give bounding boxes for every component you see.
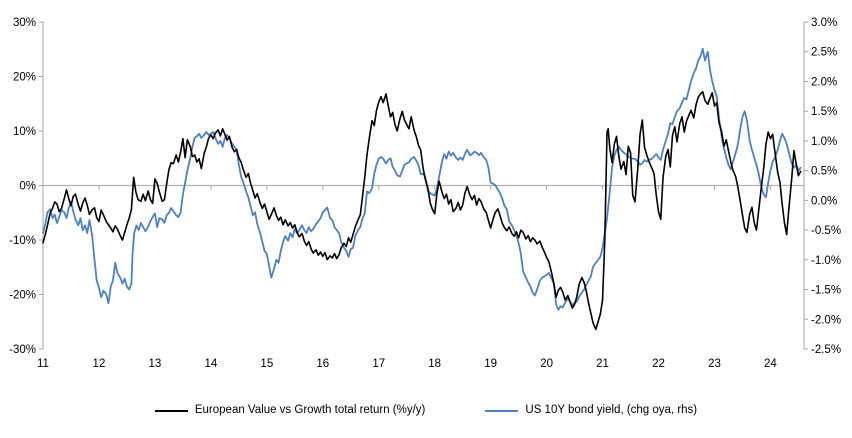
x-axis-tick-label: 12 bbox=[93, 358, 106, 370]
x-axis-tick-label: 18 bbox=[428, 358, 441, 370]
right-axis-tick-label: -1.0% bbox=[811, 255, 841, 267]
x-axis-tick-label: 11 bbox=[37, 358, 49, 370]
x-axis-tick-label: 22 bbox=[652, 358, 665, 370]
right-axis-tick-label: -2.5% bbox=[811, 344, 841, 356]
x-axis-tick-label: 15 bbox=[260, 358, 273, 370]
left-axis-tick-label: -10% bbox=[9, 235, 36, 247]
us10y-bond-yield-line bbox=[42, 47, 802, 311]
x-axis-tick-label: 21 bbox=[596, 358, 609, 370]
right-axis-tick-label: 1.5% bbox=[811, 106, 837, 118]
plot-area: 30% 20% 10% 0% -10% -20% -30% 3.0% 2.5% 2.0% 1.5% 1… bbox=[9, 17, 841, 370]
x-axis-tick-label: 24 bbox=[764, 358, 777, 370]
right-axis-tick-label: 0.5% bbox=[811, 166, 837, 178]
legend-item-us10y: US 10Y bond yield, (chg oya, rhs) bbox=[485, 405, 697, 417]
x-axis-tick-label: 19 bbox=[484, 358, 497, 370]
x-axis-tick-label: 17 bbox=[372, 358, 385, 370]
right-axis-tick-label: 2.5% bbox=[811, 47, 837, 59]
value-vs-growth-line bbox=[42, 90, 802, 331]
left-axis-tick-label: 0% bbox=[19, 181, 36, 193]
right-axis-tick-label: -2.0% bbox=[811, 314, 841, 326]
legend-label: US 10Y bond yield, (chg oya, rhs) bbox=[525, 404, 698, 417]
right-axis-tick-label: 2.0% bbox=[811, 76, 837, 88]
right-axis-tick-label: -0.5% bbox=[811, 225, 841, 237]
legend-label: European Value vs Growth total return (%… bbox=[194, 404, 426, 417]
blue-line-swatch bbox=[485, 410, 519, 412]
x-axis-tick-label: 13 bbox=[149, 358, 162, 370]
left-axis-tick-label: 30% bbox=[13, 17, 36, 29]
legend-item-value-vs-growth: European Value vs Growth total return (%… bbox=[154, 404, 426, 417]
left-axis-tick-label: -30% bbox=[9, 344, 36, 356]
chart-legend: European Value vs Growth total return (%… bbox=[0, 399, 852, 423]
right-axis-tick-label: 3.0% bbox=[811, 17, 837, 29]
right-axis-tick-label: 1.0% bbox=[811, 136, 837, 148]
x-axis-tick-label: 20 bbox=[540, 358, 553, 370]
chart-svg: 30% 20% 10% 0% -10% -20% -30% 3.0% 2.5% 2.0% 1.5% 1… bbox=[9, 17, 841, 370]
black-line-swatch bbox=[154, 410, 188, 412]
x-axis-tick-label: 16 bbox=[316, 358, 329, 370]
left-axis-tick-label: 10% bbox=[13, 126, 36, 138]
x-axis-tick-label: 23 bbox=[708, 358, 721, 370]
right-axis-tick-label: -1.5% bbox=[811, 285, 841, 297]
left-axis-tick-label: -20% bbox=[9, 290, 36, 302]
right-axis-tick-label: 0.0% bbox=[811, 195, 837, 207]
x-axis-tick-label: 14 bbox=[204, 358, 217, 370]
left-axis-tick-label: 20% bbox=[13, 72, 36, 84]
